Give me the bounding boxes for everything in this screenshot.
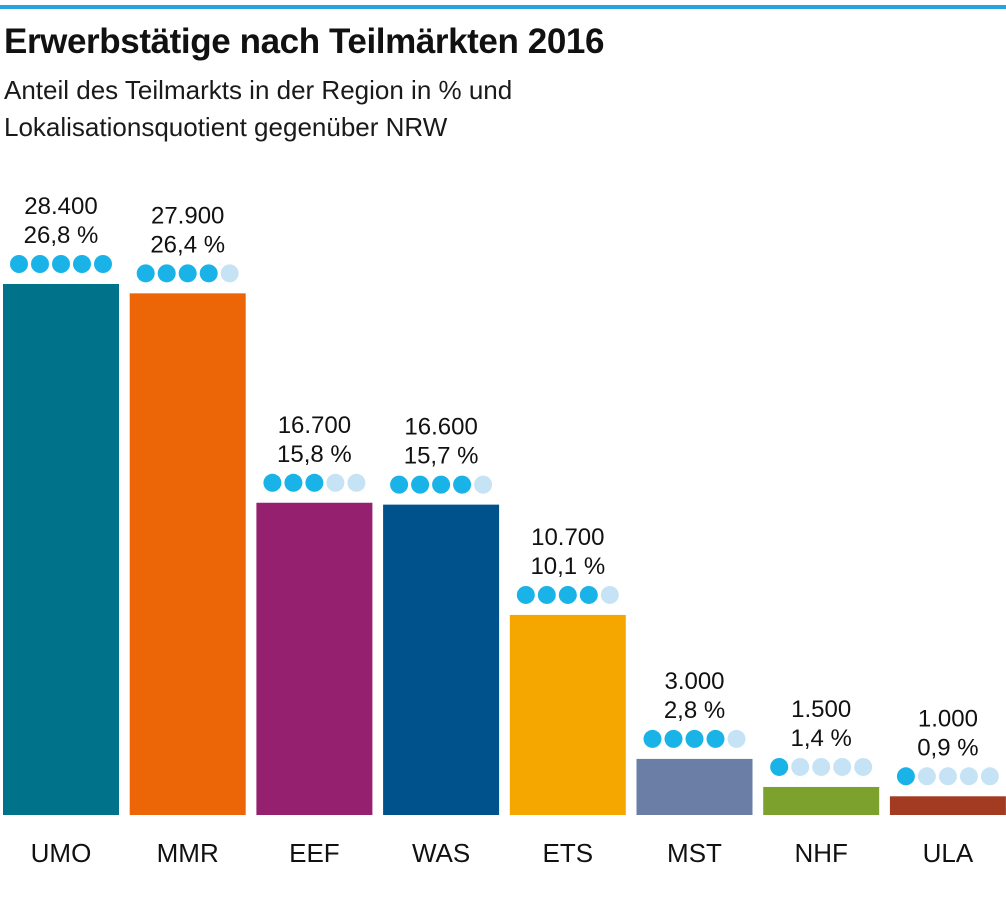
category-label-mst: MST (667, 838, 722, 868)
rating-dot-mst (643, 729, 662, 748)
rating-dot-ets (579, 585, 598, 604)
percent-label-eef: 15,8 % (277, 441, 352, 468)
rating-dot-ula (959, 767, 978, 786)
rating-dot-nhf (833, 757, 852, 776)
rating-dot-umo (31, 255, 49, 273)
rating-dot-ets (600, 585, 619, 604)
rating-dot-eef (263, 473, 282, 492)
rating-dot-eef (326, 473, 345, 492)
value-label-mst: 3.000 (664, 668, 724, 695)
percent-label-mst: 2,8 % (664, 697, 725, 724)
rating-dot-ets (516, 585, 535, 604)
rating-dot-ula (917, 767, 936, 786)
category-label-was: WAS (412, 838, 470, 868)
rating-dot-was (411, 475, 430, 494)
percent-label-mmr: 26,4 % (150, 231, 225, 258)
value-label-eef: 16.700 (278, 412, 351, 439)
subtitle-line-2: Lokalisationsquotient gegenüber NRW (4, 112, 448, 142)
rating-dot-nhf (854, 757, 873, 776)
rating-dot-mmr (199, 264, 218, 283)
subtitle-line-1: Anteil des Teilmarkts in der Region in %… (4, 75, 513, 105)
percent-label-nhf: 1,4 % (791, 725, 852, 752)
rating-dot-mst (664, 729, 683, 748)
value-label-ula: 1.000 (918, 705, 978, 732)
rating-dot-nhf (791, 757, 810, 776)
value-label-ets: 10.700 (531, 524, 604, 551)
rating-dot-ula (980, 767, 999, 786)
rating-dot-umo (94, 255, 112, 273)
rating-dot-nhf (770, 757, 789, 776)
rating-dot-ets (558, 585, 577, 604)
bar-mst (636, 758, 753, 815)
rating-dot-mmr (220, 264, 239, 283)
chart-subtitle: Anteil des Teilmarkts in der Region in %… (4, 72, 512, 146)
rating-dot-was (432, 475, 451, 494)
rating-dot-was (390, 475, 409, 494)
bar-mmr (129, 293, 246, 815)
value-label-nhf: 1.500 (791, 696, 851, 723)
rating-dot-was (474, 475, 493, 494)
percent-label-ets: 10,1 % (530, 553, 605, 580)
rating-dot-mst (727, 729, 746, 748)
rating-dot-eef (305, 473, 324, 492)
category-label-ets: ETS (543, 838, 594, 868)
rating-dot-ets (537, 585, 556, 604)
rating-dot-mst (706, 729, 725, 748)
rating-dot-nhf (812, 757, 831, 776)
bar-nhf (763, 786, 880, 815)
rating-dot-mmr (136, 264, 155, 283)
percent-label-was: 15,7 % (404, 443, 479, 470)
category-label-ula: ULA (923, 838, 974, 868)
bar-was (383, 504, 500, 815)
value-label-mmr: 27.900 (151, 202, 224, 229)
rating-dot-mmr (157, 264, 176, 283)
category-label-mmr: MMR (157, 838, 219, 868)
rating-dot-eef (284, 473, 303, 492)
bar-eef (256, 502, 373, 815)
rating-dot-mst (685, 729, 704, 748)
rating-dot-umo (10, 255, 28, 273)
rating-dot-ula (896, 767, 915, 786)
bar-umo (3, 284, 119, 815)
value-label-umo: 28.400 (24, 193, 97, 220)
rating-dot-umo (73, 255, 91, 273)
bar-ula (889, 796, 1006, 815)
percent-label-umo: 26,8 % (24, 222, 99, 249)
category-label-nhf: NHF (794, 838, 847, 868)
category-label-eef: EEF (289, 838, 340, 868)
percent-label-ula: 0,9 % (917, 734, 978, 761)
bar-ets (509, 614, 626, 815)
rating-dot-ula (938, 767, 957, 786)
rating-dot-umo (52, 255, 70, 273)
chart-title: Erwerbstätige nach Teilmärkten 2016 (4, 22, 605, 61)
value-label-was: 16.600 (404, 414, 477, 441)
rating-dot-mmr (178, 264, 197, 283)
top-accent-rule (0, 5, 1006, 9)
rating-dot-was (453, 475, 472, 494)
rating-dot-eef (347, 473, 366, 492)
category-label-umo: UMO (31, 838, 92, 868)
